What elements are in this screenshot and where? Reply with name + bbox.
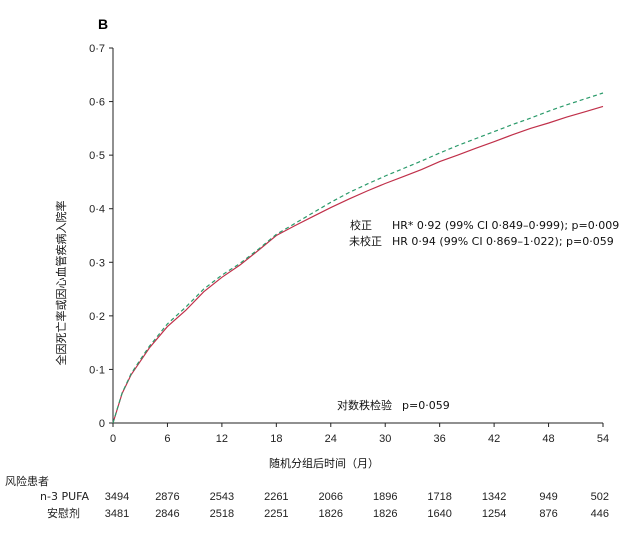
adjusted-hr-text: HR* 0·92 (99% CI 0·849–0·999); p=0·009 <box>392 219 619 232</box>
risk-count-cell: 2518 <box>210 508 234 520</box>
y-tick-label: 0·1 <box>89 364 105 376</box>
risk-count-cell: 1826 <box>319 508 343 520</box>
risk-count-cell: 2846 <box>155 508 179 520</box>
risk-count-cell: 1826 <box>373 508 397 520</box>
y-ticks: 0 0·1 0·2 0·3 0·4 0·5 0·6 0·7 <box>89 43 113 430</box>
x-tick-label: 30 <box>379 433 391 445</box>
x-tick-label: 42 <box>488 433 500 445</box>
x-tick-label: 54 <box>597 433 609 445</box>
y-tick-label: 0·7 <box>89 43 105 55</box>
x-tick-label: 12 <box>216 433 228 445</box>
risk-count-cell: 1896 <box>373 491 397 503</box>
risk-count-cell: 2066 <box>319 491 343 503</box>
unadjusted-hr-text: HR 0·94 (99% CI 0·869–1·022); p=0·059 <box>392 235 614 248</box>
y-tick-label: 0·3 <box>89 257 105 269</box>
x-tick-label: 36 <box>434 433 446 445</box>
risk-count-cell: 2543 <box>210 491 234 503</box>
series-line-1 <box>112 105 604 424</box>
risk-count-cell: 446 <box>591 508 609 520</box>
y-tick-label: 0 <box>99 418 105 430</box>
logrank-p-text: p=0·059 <box>402 399 450 412</box>
x-axis-title: 随机分组后时间（月） <box>269 456 379 470</box>
panel-label: B <box>98 16 108 32</box>
x-tick-label: 0 <box>110 433 116 445</box>
risk-count-cell: 1718 <box>427 491 451 503</box>
risk-count-cell: 502 <box>591 491 609 503</box>
risk-table-title: 风险患者 <box>5 474 49 488</box>
y-tick-label: 0·2 <box>89 311 105 323</box>
risk-count-cell: 949 <box>539 491 557 503</box>
x-tick-label: 24 <box>325 433 337 445</box>
risk-count-cell: 876 <box>539 508 557 520</box>
x-tick-label: 48 <box>542 433 554 445</box>
risk-table: n-3 PUFA 3494 2876 2543 2261 2066 1896 1718 1342… <box>40 490 609 520</box>
risk-count-cell: 2261 <box>264 491 288 503</box>
series-layer <box>112 92 604 424</box>
series-line-2 <box>112 92 604 424</box>
risk-count-cell: 2251 <box>264 508 288 520</box>
x-tick-label: 6 <box>164 433 170 445</box>
x-tick-label: 18 <box>270 433 282 445</box>
x-ticks: 0 6 12 18 24 30 36 42 48 54 <box>110 423 609 445</box>
risk-count-cell: 1640 <box>427 508 451 520</box>
risk-count-cell: 3494 <box>105 491 129 503</box>
adjusted-label: 校正 <box>350 218 372 232</box>
risk-row-label: n-3 PUFA <box>40 490 89 503</box>
risk-count-cell: 1254 <box>482 508 506 520</box>
y-tick-label: 0·5 <box>89 150 105 162</box>
risk-row-label: 安慰剂 <box>47 506 80 520</box>
logrank-label: 对数秩检验 <box>337 398 392 412</box>
y-tick-label: 0·4 <box>89 204 105 216</box>
y-axis-title: 全因死亡率或因心血管疾病入院率 <box>54 201 68 366</box>
risk-count-cell: 1342 <box>482 491 506 503</box>
risk-count-cell: 3481 <box>105 508 129 520</box>
risk-count-cell: 2876 <box>155 491 179 503</box>
unadjusted-label: 未校正 <box>349 234 382 248</box>
y-tick-label: 0·6 <box>89 97 105 109</box>
